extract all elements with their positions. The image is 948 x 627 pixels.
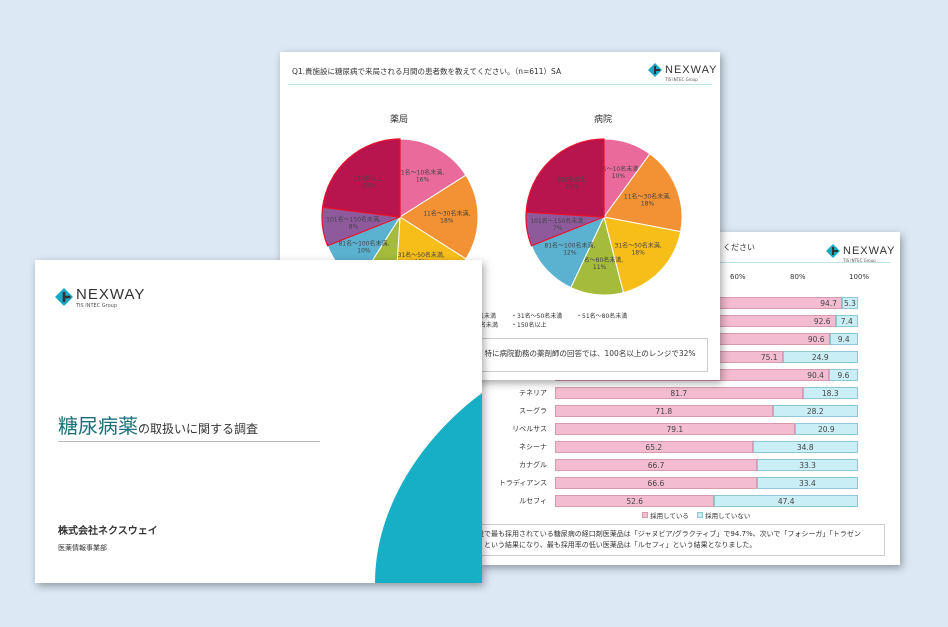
pie-slice bbox=[525, 138, 605, 218]
legend-item: ・31名～50名未満 bbox=[511, 313, 563, 320]
legend-item: ・150名以上 bbox=[511, 322, 547, 329]
bar-category-label: トラディアンス bbox=[498, 479, 547, 487]
bar-category-label: テネリア bbox=[519, 389, 547, 397]
title-slide: NEXWAY TIS INTEC Group 糖尿病薬の取扱いに関する調査 株式会… bbox=[35, 260, 482, 583]
legend-adopted: 採用している bbox=[642, 510, 689, 520]
pie-slice-label: 101名～150名未満, 7% bbox=[530, 217, 585, 232]
bar-segment-not-adopted: 9.6 bbox=[828, 369, 858, 381]
legend-item: 0名未満 bbox=[476, 322, 498, 329]
nexway-logo-icon bbox=[648, 63, 662, 77]
bar-segment-adopted: 79.1 bbox=[555, 423, 795, 435]
legend-not-adopted: 採用していない bbox=[697, 510, 750, 520]
bar-category-label: カナグル bbox=[519, 461, 547, 469]
bar-segment-not-adopted: 9.4 bbox=[829, 333, 858, 345]
pie-slice bbox=[603, 216, 682, 294]
bar-segment-not-adopted: 18.3 bbox=[802, 387, 858, 399]
bar-segment-not-adopted: 24.9 bbox=[782, 351, 858, 363]
pie-slice-label: 101名～150名未満, 8% bbox=[326, 215, 381, 230]
bar-segment-not-adopted: 20.9 bbox=[794, 423, 858, 435]
bar-segment-not-adopted: 7.4 bbox=[835, 315, 858, 327]
bar-segment-adopted: 66.7 bbox=[555, 459, 758, 471]
axis-tick: 60% bbox=[730, 273, 746, 281]
report-title: 糖尿病薬の取扱いに関する調査 bbox=[58, 414, 259, 438]
pie-slice-label: 1名～10名未満, 16% bbox=[401, 168, 444, 183]
pie-slice-label: 11名～30名未満, 18% bbox=[624, 192, 671, 207]
axis-tick: 100% bbox=[849, 273, 870, 281]
bar-segment-not-adopted: 47.4 bbox=[714, 495, 858, 507]
nexway-logo: NEXWAY TIS INTEC Group bbox=[55, 284, 145, 309]
nexway-logo-icon bbox=[826, 244, 840, 258]
teal-decoration bbox=[375, 393, 482, 583]
pie-slice-label: 11名～30名未満, 18% bbox=[423, 210, 470, 225]
pie-slice-label: 51名～80名未満, 11% bbox=[576, 256, 623, 271]
pie-slice bbox=[399, 174, 479, 260]
pie-slice-label: 81名～100名未満, 12% bbox=[544, 242, 595, 257]
bar-segment-adopted: 65.2 bbox=[555, 441, 753, 453]
pie-slice-label: 150名以上, 24% bbox=[556, 175, 587, 190]
bar-segment-not-adopted: 33.3 bbox=[757, 459, 858, 471]
nexway-logo: NEXWAY TIS INTEC Group bbox=[648, 58, 717, 82]
bar-segment-adopted: 81.7 bbox=[555, 387, 803, 399]
summary-note: 、特に病院勤務の薬剤師の回答では、100名以上のレンジで32% bbox=[450, 338, 708, 372]
pie-slice bbox=[321, 138, 401, 218]
summary-note: 設で最も採用されている糖尿病の経口剤医薬品は「ジャヌビア/グラクティブ」で94.… bbox=[480, 524, 885, 556]
pie-title-pharmacy: 薬局 bbox=[390, 115, 409, 125]
axis-tick: 80% bbox=[790, 273, 806, 281]
bar-segment-adopted: 66.6 bbox=[555, 477, 757, 489]
pie-slice-label: 81名～100名未満, 10% bbox=[338, 239, 389, 254]
pie-slice bbox=[603, 153, 683, 233]
bar-category-label: リベルサス bbox=[512, 425, 547, 433]
pie-title-hospital: 病院 bbox=[594, 115, 613, 125]
department-name: 医薬情報事業部 bbox=[58, 544, 107, 552]
legend-item: ・51名～80名未満 bbox=[576, 313, 628, 320]
pie-slice bbox=[399, 138, 467, 218]
pie-slice-label: 150名以上, 23% bbox=[353, 174, 384, 189]
legend-swatch bbox=[697, 512, 703, 518]
bar-segment-adopted: 71.8 bbox=[555, 405, 773, 417]
company-name: 株式会社ネクスウェイ bbox=[58, 526, 158, 537]
bar-category-label: ネシーナ bbox=[519, 443, 547, 451]
pie-slice-label: 1名～10名未満, 10% bbox=[597, 165, 640, 180]
title-divider bbox=[288, 84, 712, 85]
bar-segment-adopted: 52.6 bbox=[555, 495, 715, 507]
bar-segment-not-adopted: 28.2 bbox=[772, 405, 858, 417]
title-underline bbox=[58, 441, 320, 442]
bar-segment-not-adopted: 33.4 bbox=[756, 477, 858, 489]
slide-title: ください bbox=[723, 243, 755, 252]
nexway-logo-icon bbox=[55, 287, 73, 306]
slide-title: Q1.貴施設に糖尿病で来局される月間の患者数を教えてください。（n=611）SA bbox=[292, 67, 562, 76]
pie-slice-label: 31名～50名未満, 18% bbox=[615, 242, 662, 257]
pie-chart-slide: Q1.貴施設に糖尿病で来局される月間の患者数を教えてください。（n=611）SA… bbox=[280, 52, 720, 380]
bar-segment-not-adopted: 5.3 bbox=[841, 297, 858, 309]
legend-item: 名未満 bbox=[478, 313, 497, 320]
bar-category-label: ルセフィ bbox=[519, 497, 547, 505]
legend-swatch bbox=[642, 512, 648, 518]
nexway-logo: NEXWAY TIS INTEC Group bbox=[826, 239, 895, 263]
bar-category-label: スーグラ bbox=[519, 407, 547, 415]
bar-segment-not-adopted: 34.8 bbox=[752, 441, 858, 453]
